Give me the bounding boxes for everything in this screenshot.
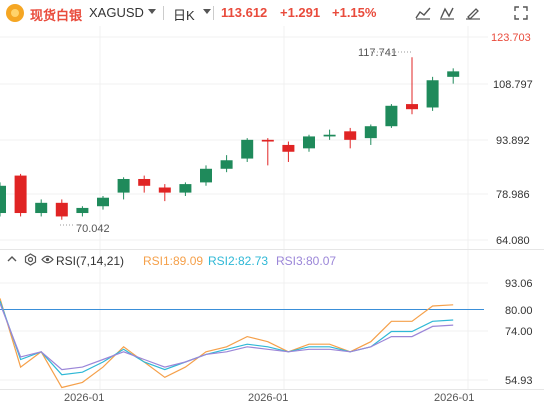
rsi-grid xyxy=(0,282,488,381)
candle xyxy=(0,182,6,217)
rsi-axis-label: 93.06 xyxy=(505,278,533,290)
candle-body xyxy=(138,178,151,186)
candle-body xyxy=(117,178,130,193)
chart-style-icon[interactable] xyxy=(412,4,434,22)
candlestick-series xyxy=(0,57,460,220)
candle-body xyxy=(55,202,68,217)
price-axis-label: 64.080 xyxy=(496,235,530,247)
candle-body xyxy=(447,71,460,77)
candle-body xyxy=(179,184,192,193)
candle xyxy=(200,165,212,186)
time-axis-label: 2026-01 xyxy=(64,392,104,404)
indicator-icon[interactable] xyxy=(436,4,458,22)
divider xyxy=(163,6,164,20)
rsi-axis-label: 74.00 xyxy=(505,326,533,338)
rsi-axis-label: 80.00 xyxy=(505,305,533,317)
candle xyxy=(406,57,418,115)
candle xyxy=(426,76,439,111)
candle-body xyxy=(220,160,233,169)
rsi1-value: RSI1:89.09 xyxy=(143,254,204,268)
fullscreen-icon[interactable] xyxy=(510,4,532,22)
candle-body xyxy=(406,104,418,110)
candle xyxy=(261,138,274,166)
candle-body xyxy=(97,197,109,207)
rsi-axis-label: 54.93 xyxy=(505,375,533,387)
time-axis-label: 2026-01 xyxy=(434,392,474,404)
candle-body xyxy=(323,134,336,137)
candle-body xyxy=(344,131,357,140)
candle-body xyxy=(282,144,295,152)
candle xyxy=(344,127,357,149)
candle-body xyxy=(385,105,398,127)
period-dropdown-icon[interactable] xyxy=(203,9,211,14)
price-axis-label: 93.892 xyxy=(496,135,530,147)
candle xyxy=(55,199,68,220)
candle xyxy=(138,175,151,193)
rsi3-line xyxy=(0,303,454,371)
candle xyxy=(14,173,27,217)
low-annotation: 70.042 xyxy=(76,223,110,235)
candle xyxy=(241,138,254,162)
price-change: +1.291 xyxy=(280,5,321,20)
time-axis-label: 2026-01 xyxy=(248,392,288,404)
candle-body xyxy=(261,139,274,142)
rsi2-value: RSI2:82.73 xyxy=(208,254,269,268)
draw-icon[interactable] xyxy=(462,4,484,22)
silver-logo-icon xyxy=(6,4,24,22)
candle xyxy=(117,177,130,200)
candle xyxy=(303,134,315,152)
candle-body xyxy=(303,136,315,149)
price-change-percent: +1.15% xyxy=(332,5,377,20)
candle xyxy=(364,124,377,145)
top-bar: 现货白银 XAGUSD 日K 113.612 +1.291 +1.15% xyxy=(0,0,544,26)
rsi1-line xyxy=(0,298,454,389)
candle-body xyxy=(426,80,439,108)
symbol-code[interactable]: XAGUSD xyxy=(89,5,144,20)
rsi-series xyxy=(0,298,454,389)
candle xyxy=(323,129,336,140)
divider xyxy=(213,6,214,20)
price-axis-label: 123.703 xyxy=(491,32,531,44)
last-price: 113.612 xyxy=(221,5,268,20)
rsi-title[interactable]: RSI(7,14,21) xyxy=(56,254,125,268)
price-axis-label: 108.797 xyxy=(493,79,533,91)
candle-body xyxy=(76,207,89,214)
high-annotation: 117.741 xyxy=(358,47,397,59)
settings-icon[interactable] xyxy=(24,253,37,269)
candle-body xyxy=(0,185,6,214)
visibility-icon[interactable] xyxy=(41,253,54,269)
candle xyxy=(447,68,460,84)
candle-body xyxy=(14,175,27,214)
symbol-dropdown-icon[interactable] xyxy=(148,9,156,14)
price-axis-label: 78.986 xyxy=(496,189,530,201)
candle-body xyxy=(364,126,377,139)
rsi2-line xyxy=(0,300,454,376)
candle xyxy=(385,104,398,128)
candle-body xyxy=(200,168,212,183)
candle-body xyxy=(35,202,48,214)
candle xyxy=(97,196,109,210)
collapse-icon[interactable] xyxy=(6,253,18,268)
candle xyxy=(158,184,171,202)
candle xyxy=(35,199,48,217)
rsi3-value: RSI3:80.07 xyxy=(276,254,337,268)
candle-body xyxy=(241,139,254,159)
symbol-name[interactable]: 现货白银 xyxy=(30,8,83,23)
period-selector[interactable]: 日K xyxy=(173,8,195,23)
candle-body xyxy=(158,187,171,193)
candle xyxy=(282,141,295,162)
candle xyxy=(179,182,192,197)
candle xyxy=(220,155,233,173)
candle xyxy=(76,206,89,217)
